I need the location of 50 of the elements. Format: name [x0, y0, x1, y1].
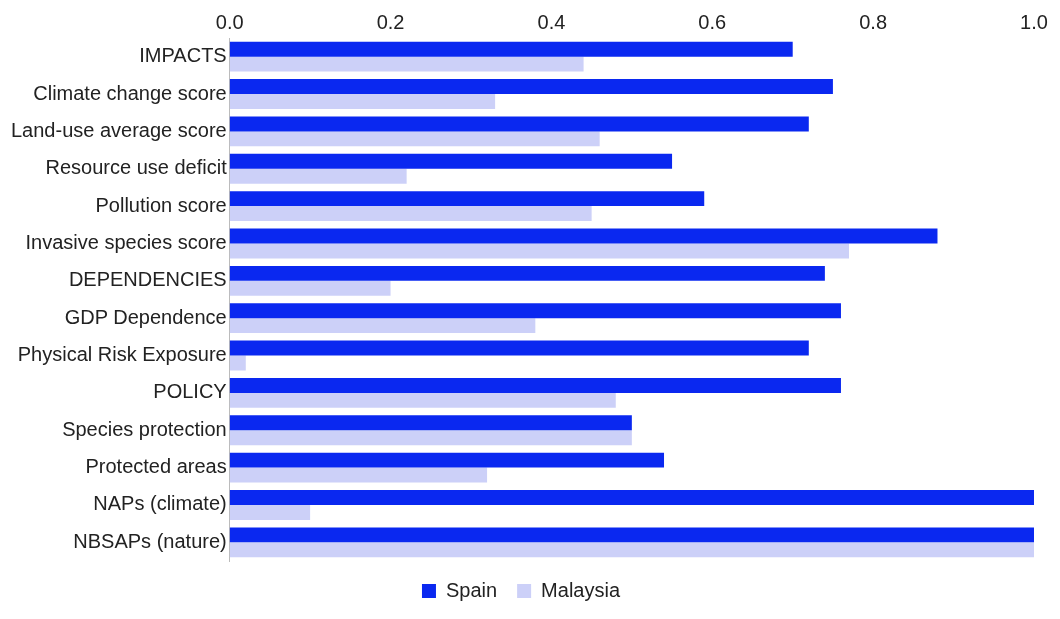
bar [229, 504, 311, 520]
bar [229, 303, 841, 319]
x-tick-label: 0.0 [215, 10, 244, 33]
y-tick-label: Climate change score [33, 81, 227, 104]
y-tick-label: Physical Risk Exposure [17, 343, 227, 366]
y-tick-label: DEPENDENCIES [68, 268, 227, 291]
bar [229, 79, 833, 95]
y-tick-label: Resource use deficit [45, 156, 228, 179]
y-tick-label: Species protection [62, 417, 227, 440]
bar [229, 280, 391, 296]
bar [229, 41, 793, 57]
legend-label: Spain [445, 578, 498, 601]
bar [229, 228, 938, 244]
bar [229, 94, 496, 109]
y-tick-label: Invasive species score [25, 230, 227, 253]
y-tick-label: Pollution score [95, 193, 227, 216]
bar [229, 452, 665, 468]
x-tick-label: 0.2 [376, 10, 405, 33]
bar [229, 116, 809, 132]
y-tick-label: GDP Dependence [64, 305, 227, 328]
bar [229, 56, 584, 72]
bar [229, 415, 632, 431]
y-tick-label: Land-use average score [10, 118, 227, 141]
bar [229, 191, 705, 207]
bar [229, 392, 616, 408]
bar [229, 490, 1034, 505]
x-tick-label: 0.6 [698, 10, 727, 33]
y-tick-label: NAPs (climate) [93, 492, 227, 515]
bar [229, 168, 407, 184]
bar [229, 340, 809, 356]
bar [229, 355, 246, 371]
bar [229, 527, 1034, 543]
y-tick-label: Protected areas [85, 455, 227, 478]
bar [229, 153, 673, 169]
bar [229, 243, 850, 259]
y-tick-label: NBSAPs (nature) [73, 529, 227, 552]
x-tick-label: 0.4 [537, 10, 566, 33]
bar [229, 377, 841, 393]
bar [229, 265, 825, 281]
bar [229, 542, 1034, 558]
x-tick-label: 1.0 [1020, 10, 1048, 33]
x-tick-label: 0.8 [859, 10, 888, 33]
bar [229, 467, 488, 483]
y-tick-label: IMPACTS [139, 44, 227, 67]
y-tick-label: POLICY [153, 380, 227, 403]
bar [229, 131, 600, 147]
legend-label: Malaysia [541, 578, 621, 601]
bar [229, 430, 632, 446]
bar [229, 206, 592, 222]
bar [229, 318, 536, 334]
